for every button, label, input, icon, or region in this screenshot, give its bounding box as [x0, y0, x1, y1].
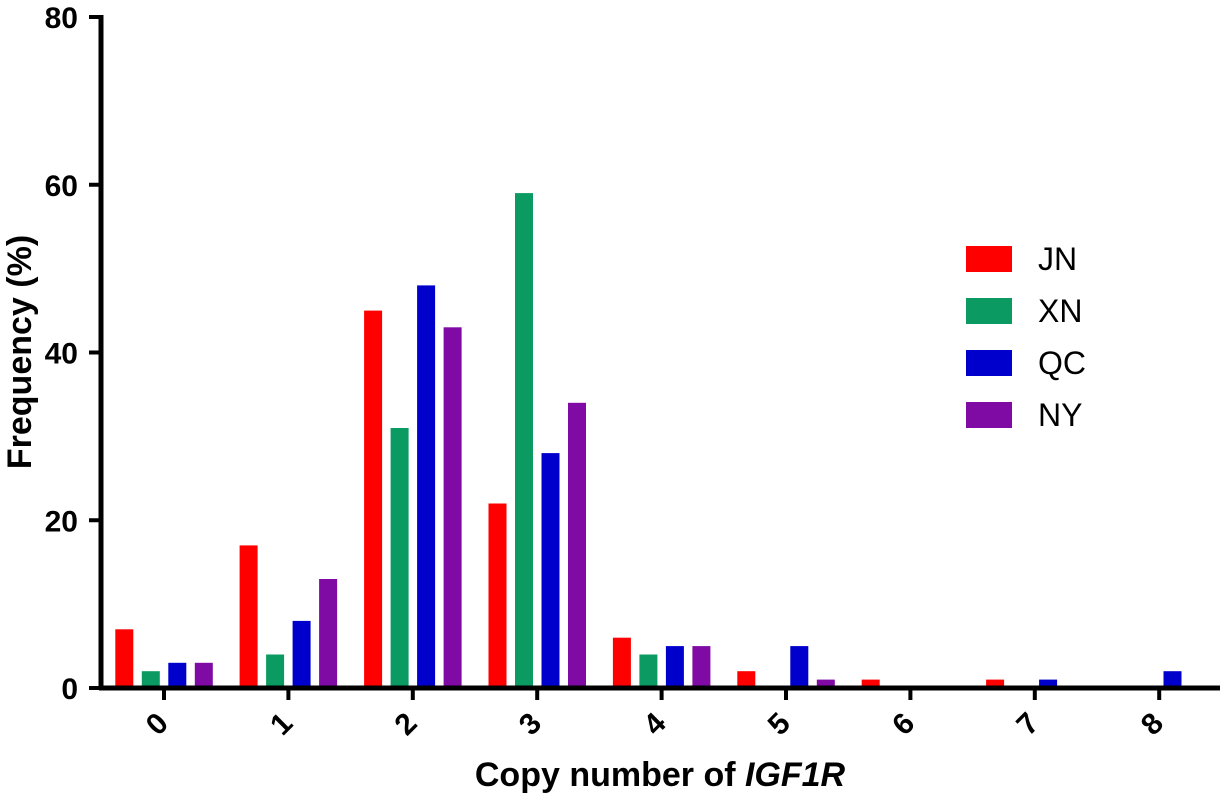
bar-ny-1: [319, 579, 338, 688]
legend-label-xn: XN: [1038, 293, 1082, 329]
x-axis-title: Copy number of IGF1R: [475, 756, 846, 794]
bar-jn-3: [488, 503, 507, 688]
x-axis-title-gene: IGF1R: [745, 756, 846, 794]
bar-qc-8: [1163, 671, 1182, 688]
x-ticks-group: 0 1 2 3 4 5 6 7 8: [140, 688, 1170, 742]
legend-label-ny: NY: [1038, 397, 1082, 433]
x-tick-label-2: 2: [389, 707, 424, 742]
legend-swatch-qc: [966, 350, 1012, 376]
bar-qc-0: [168, 662, 187, 688]
bar-xn-1: [266, 654, 285, 688]
bar-qc-3: [541, 453, 560, 688]
bar-qc-5: [790, 646, 809, 688]
x-tick-label-6: 6: [886, 707, 921, 742]
bar-ny-2: [443, 327, 462, 688]
x-tick-label-8: 8: [1135, 707, 1170, 742]
bar-qc-4: [665, 646, 684, 688]
bar-jn-1: [239, 545, 258, 688]
bar-ny-5: [816, 679, 835, 688]
y-tick-label-60: 60: [45, 170, 78, 203]
y-ticks-group: 0 20 40 60 80: [45, 2, 101, 706]
x-tick-label-4: 4: [637, 706, 672, 741]
legend-label-qc: QC: [1038, 345, 1086, 381]
bar-qc-2: [417, 285, 436, 688]
x-axis-title-main: Copy number of: [475, 756, 745, 794]
bar-jn-4: [612, 637, 631, 688]
bar-jn-7: [986, 679, 1005, 688]
bar-qc-1: [292, 620, 311, 688]
bar-jn-2: [364, 310, 383, 688]
legend: JN XN QC NY: [966, 241, 1086, 433]
y-axis-title: Frequency (%): [1, 235, 39, 469]
bar-ny-0: [194, 662, 213, 688]
bar-qc-7: [1039, 679, 1058, 688]
y-tick-label-0: 0: [61, 673, 78, 706]
x-tick-label-5: 5: [762, 707, 797, 742]
legend-swatch-xn: [966, 298, 1012, 324]
bar-jn-0: [115, 629, 134, 688]
y-tick-label-20: 20: [45, 505, 78, 538]
x-tick-label-7: 7: [1011, 707, 1046, 742]
bar-xn-3: [515, 193, 533, 688]
bar-jn-6: [861, 679, 880, 688]
x-tick-label-0: 0: [140, 707, 175, 742]
legend-swatch-jn: [966, 246, 1012, 272]
y-tick-label-80: 80: [45, 2, 78, 35]
bar-xn-2: [390, 428, 409, 688]
y-tick-label-40: 40: [45, 338, 78, 371]
bar-xn-0: [141, 671, 160, 688]
x-tick-label-3: 3: [513, 707, 548, 742]
bars-group: [115, 193, 1182, 688]
bar-jn-5: [737, 671, 756, 688]
legend-swatch-ny: [966, 402, 1012, 428]
x-tick-label-1: 1: [264, 707, 299, 742]
bar-ny-4: [692, 646, 711, 688]
bar-ny-3: [568, 402, 586, 688]
legend-label-jn: JN: [1038, 241, 1077, 277]
bar-xn-4: [639, 654, 658, 688]
